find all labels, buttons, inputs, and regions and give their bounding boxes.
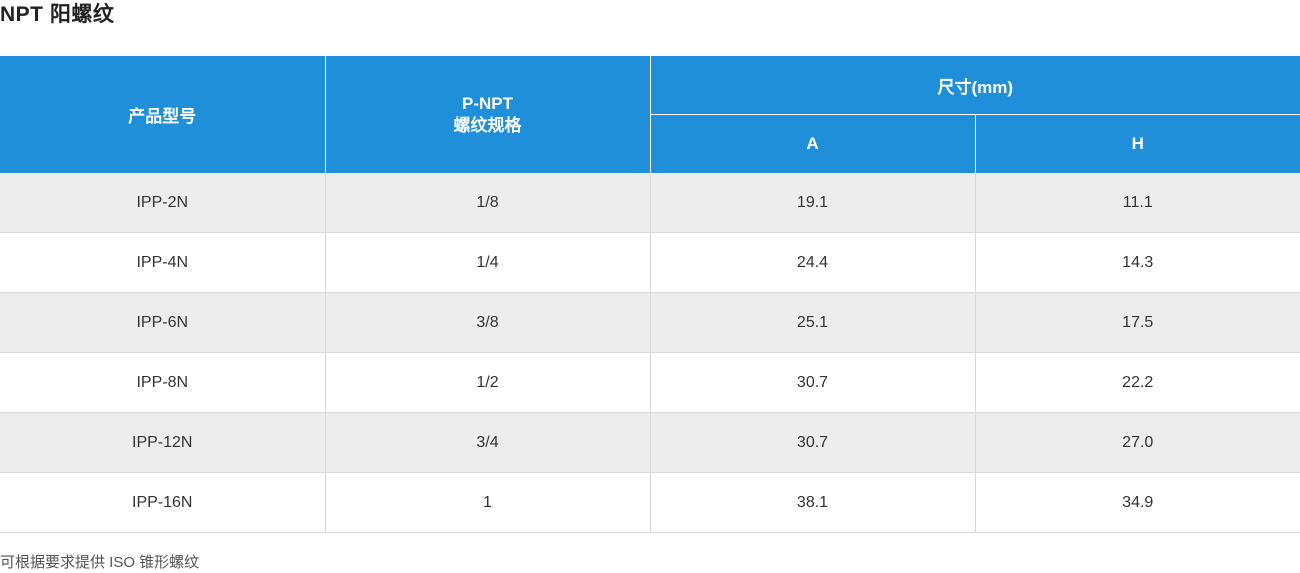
cell-thread: 1: [324, 472, 650, 533]
cell-h: 34.9: [974, 472, 1300, 533]
cell-model: IPP-2N: [0, 173, 325, 233]
cell-h: 22.2: [974, 352, 1300, 413]
header-thread: P-NPT 螺纹规格: [324, 56, 651, 173]
cell-a: 25.1: [649, 292, 975, 353]
table-header: 产品型号 P-NPT 螺纹规格 尺寸(mm) A H: [0, 56, 1300, 173]
cell-model: IPP-6N: [0, 292, 325, 353]
cell-a: 24.4: [649, 232, 975, 293]
cell-a: 38.1: [649, 472, 975, 533]
header-h: H: [974, 114, 1300, 173]
header-size: 尺寸(mm): [649, 56, 1300, 115]
header-thread-line1: P-NPT: [462, 93, 513, 113]
footnote: 可根据要求提供 ISO 锥形螺纹: [0, 554, 200, 571]
cell-thread: 1/8: [324, 173, 650, 233]
table-row: IPP-12N 3/4 30.7 27.0: [0, 412, 1300, 473]
cell-a: 19.1: [649, 173, 975, 233]
cell-thread: 1/4: [324, 232, 650, 293]
table-row: IPP-6N 3/8 25.1 17.5: [0, 292, 1300, 353]
table-row: IPP-4N 1/4 24.4 14.3: [0, 232, 1300, 293]
header-thread-line2: 螺纹规格: [453, 115, 522, 135]
spec-table: 产品型号 P-NPT 螺纹规格 尺寸(mm) A H IPP-2N 1/8 19…: [0, 56, 1300, 533]
cell-h: 17.5: [974, 292, 1300, 353]
cell-model: IPP-12N: [0, 412, 325, 473]
table-body: IPP-2N 1/8 19.1 11.1 IPP-4N 1/4 24.4 14.…: [0, 173, 1300, 533]
header-a: A: [650, 114, 976, 173]
cell-model: IPP-16N: [0, 472, 325, 533]
cell-thread: 3/8: [324, 292, 650, 353]
table-row: IPP-16N 1 38.1 34.9: [0, 472, 1300, 533]
cell-h: 14.3: [974, 232, 1300, 293]
cell-a: 30.7: [649, 352, 975, 413]
cell-h: 27.0: [974, 412, 1300, 473]
header-model: 产品型号: [0, 56, 326, 173]
cell-thread: 3/4: [324, 412, 650, 473]
cell-model: IPP-4N: [0, 232, 325, 293]
table-row: IPP-8N 1/2 30.7 22.2: [0, 352, 1300, 413]
table-row: IPP-2N 1/8 19.1 11.1: [0, 173, 1300, 233]
cell-thread: 1/2: [324, 352, 650, 413]
cell-model: IPP-8N: [0, 352, 325, 413]
cell-a: 30.7: [649, 412, 975, 473]
page-title: NPT 阳螺纹: [0, 3, 115, 26]
cell-h: 11.1: [974, 173, 1300, 233]
